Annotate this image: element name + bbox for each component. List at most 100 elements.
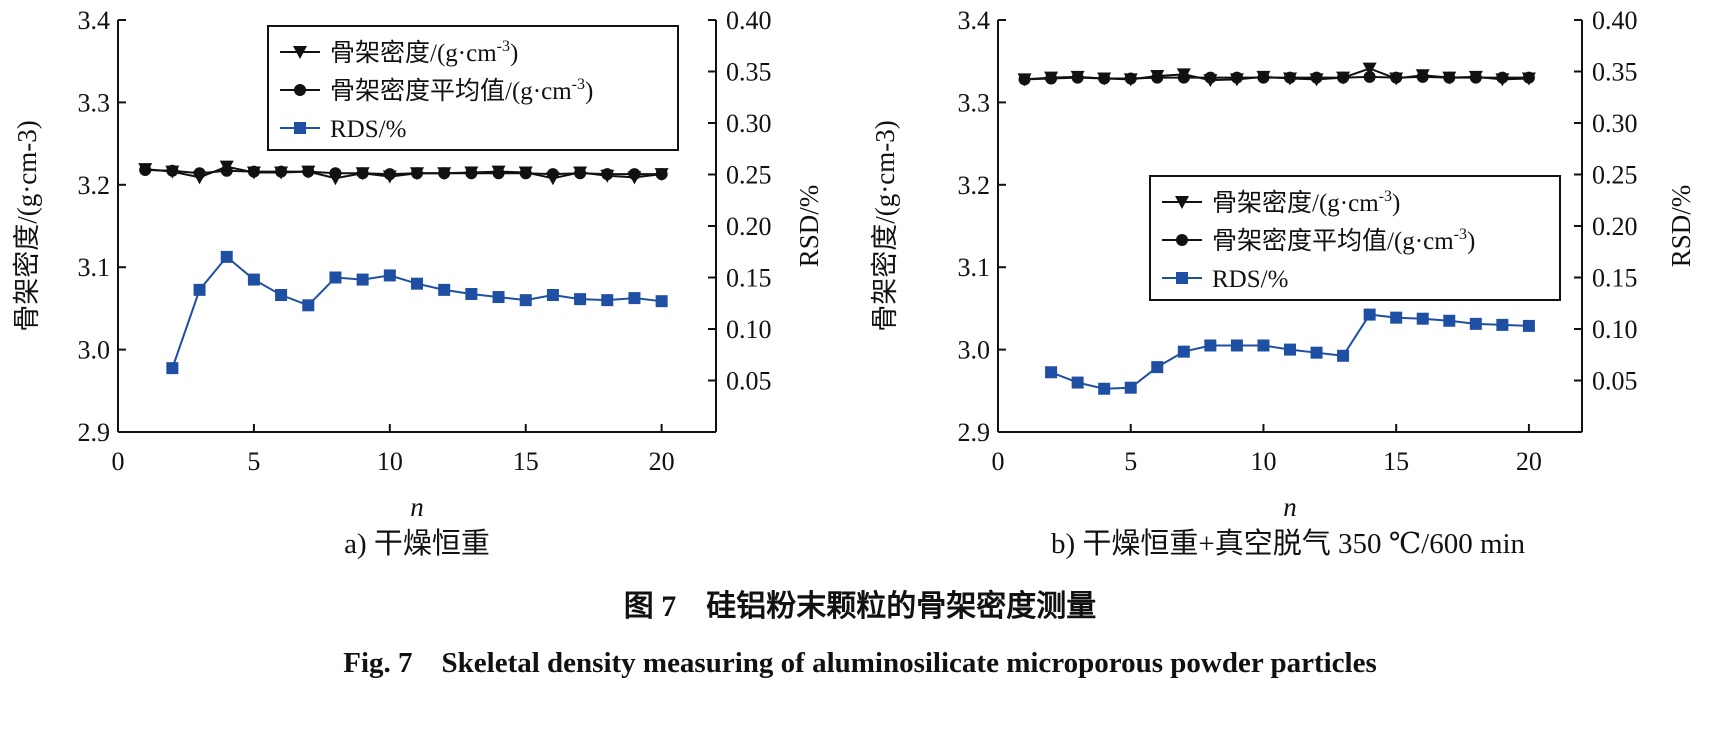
x-tick-label: 20 [1516,447,1542,476]
chart-panel-b: 0 5 10 15 20 2.9 3.0 3.1 3.2 3.3 3.4 0.05 0.10 0.15 0.… [870,6,1696,560]
data-point [519,167,532,180]
x-tick-label: 20 [649,447,675,476]
data-point [166,164,179,177]
legend-superscript: -3 [1454,226,1467,243]
data-point [519,294,532,307]
y-axis-title: 骨架密度/(g·cm-3) [870,120,900,331]
series-line [171,255,662,369]
data-point [1363,70,1376,83]
legend: 骨架密度/(g·cm-3) 骨架密度平均值/(g·cm-3) RDS/% [1149,175,1561,301]
data-point [1257,339,1270,352]
data-point [1045,366,1058,379]
data-point [1284,71,1296,84]
y-tick-label: 3.0 [958,336,991,365]
y2-tick-label: 0.25 [726,161,772,190]
legend-closing: ) [585,78,593,105]
data-point [1071,376,1084,389]
data-point [1416,70,1429,83]
data-point [1124,381,1137,394]
x-tick-label: 5 [1124,447,1137,476]
data-point [1071,71,1084,84]
data-point [1098,382,1111,395]
y2-tick-label: 0.30 [726,109,772,138]
legend-marker [294,84,306,96]
legend-marker [294,122,306,134]
data-point [411,167,423,180]
y2-tick-label: 0.40 [1592,6,1638,35]
data-point [1469,71,1482,84]
data-point [247,165,260,178]
subcaption: b) 干燥恒重+真空脱气 350 ℃/600 min [1051,527,1526,560]
data-point [1469,317,1482,330]
data-point [1496,318,1509,331]
series-circle [1018,70,1535,86]
data-point [1522,71,1535,84]
data-point [220,164,233,177]
data-point [1337,349,1350,362]
legend: 骨架密度/(g·cm-3) 骨架密度平均值/(g·cm-3) RDS/% [267,25,679,151]
data-point [329,271,342,284]
legend-superscript: -3 [497,38,510,55]
data-point [247,273,260,286]
legend-closing: ) [1392,190,1400,217]
data-point [1151,361,1164,374]
data-point [193,283,206,296]
x-tick-label: 10 [1250,447,1276,476]
caption-chinese: 图 7 硅铝粉末颗粒的骨架密度测量 [624,589,1097,623]
legend-marker [1176,234,1188,246]
data-point [1204,71,1217,84]
data-point [302,299,315,312]
legend-box [267,25,679,151]
y2-axis-title: RSD/% [1666,185,1696,268]
y2-tick-label: 0.05 [1592,367,1638,396]
data-point [275,289,288,302]
data-point [139,163,152,176]
x-tick-label: 0 [112,447,125,476]
data-point [465,167,478,180]
data-point [1390,71,1403,84]
subcaption: a) 干燥恒重 [344,527,490,560]
data-point [438,167,451,180]
data-point [329,167,342,180]
x-axis-title: n [410,492,424,522]
y2-tick-label: 0.20 [726,212,772,241]
y2-axis-title: RSD/% [794,185,824,268]
y2-tick-label: 0.30 [1592,109,1638,138]
legend-marker [1175,196,1189,209]
data-point [383,168,396,181]
y2-tick-label: 0.20 [1592,212,1638,241]
y-tick-label: 3.2 [78,171,111,200]
legend-label: RDS/% [330,116,406,143]
x-tick-label: 15 [1383,447,1409,476]
data-point [1390,311,1403,324]
y2-tick-label: 0.40 [726,6,772,35]
data-point [628,292,641,305]
data-point [1310,71,1323,84]
data-point [655,295,668,308]
data-point [465,287,478,300]
legend-label: RDS/% [1212,266,1288,293]
legend-superscript: -3 [1379,188,1392,205]
data-point [574,293,587,306]
legend-closing: ) [510,40,518,67]
legend-marker [1176,272,1188,284]
data-point [1018,73,1031,86]
data-point [492,167,505,180]
legend-box [1149,175,1561,301]
data-point [1496,71,1509,84]
data-point [655,168,668,181]
legend-label: 骨架密度平均值/(g·cm-3) [1212,226,1475,255]
data-point [1310,346,1323,359]
data-point [356,273,369,286]
data-point [1522,319,1535,332]
data-point [275,165,288,178]
x-tick-label: 10 [377,447,403,476]
legend-label: 骨架密度/(g·cm-3) [330,38,518,67]
legend-marker [293,46,307,59]
y2-tick-label: 0.10 [1592,315,1638,344]
data-point [1151,71,1164,84]
data-point [302,165,315,178]
data-point [1177,345,1190,358]
data-point [628,168,641,181]
data-point [601,294,614,307]
